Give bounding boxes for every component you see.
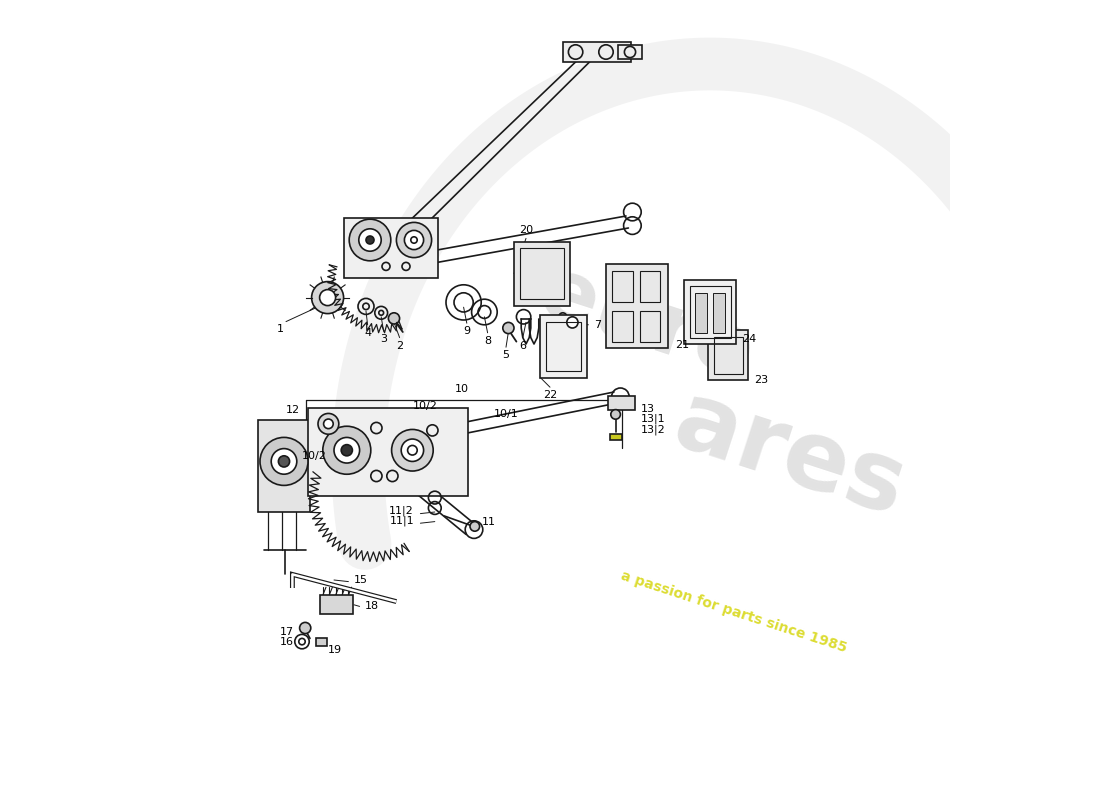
Bar (258, 420, 310, 512)
Text: 10/2: 10/2 (412, 402, 438, 411)
Bar (690, 286, 730, 338)
Circle shape (388, 313, 399, 324)
Circle shape (278, 456, 289, 467)
Text: 10/2: 10/2 (301, 451, 327, 461)
Text: 16: 16 (280, 638, 294, 647)
Circle shape (272, 449, 297, 474)
Bar (320, 595, 353, 614)
Text: 11|2: 11|2 (389, 505, 414, 516)
Circle shape (260, 438, 308, 486)
Bar (708, 330, 748, 380)
Bar (563, 42, 630, 62)
Text: 13|1: 13|1 (641, 414, 666, 425)
Text: 23: 23 (754, 375, 768, 385)
Text: 21: 21 (674, 341, 689, 350)
Bar (713, 293, 725, 333)
Text: 4: 4 (364, 328, 371, 338)
Bar (514, 242, 570, 306)
Bar (606, 264, 669, 348)
Bar (684, 280, 736, 344)
Text: 13: 13 (641, 404, 656, 414)
Bar (610, 434, 621, 440)
Bar (607, 396, 635, 410)
Circle shape (320, 290, 336, 306)
Circle shape (311, 282, 343, 314)
Text: ares: ares (663, 375, 917, 537)
Bar (639, 311, 660, 342)
Text: a passion for parts since 1985: a passion for parts since 1985 (619, 569, 849, 655)
Text: 10/1: 10/1 (494, 410, 519, 419)
Circle shape (359, 229, 382, 251)
Text: 11: 11 (482, 517, 496, 526)
Circle shape (503, 322, 514, 334)
Bar (618, 45, 642, 59)
Circle shape (396, 222, 431, 258)
Circle shape (470, 522, 480, 531)
Circle shape (392, 430, 433, 471)
Circle shape (559, 313, 566, 321)
Circle shape (402, 439, 424, 462)
Text: 11|1: 11|1 (389, 515, 414, 526)
Circle shape (334, 438, 360, 463)
Text: 24: 24 (742, 334, 757, 344)
Text: 13|2: 13|2 (641, 424, 666, 435)
Circle shape (349, 219, 390, 261)
Circle shape (322, 426, 371, 474)
Bar (639, 271, 660, 302)
Circle shape (299, 622, 311, 634)
Circle shape (366, 236, 374, 244)
Text: 5: 5 (503, 350, 509, 360)
Bar (520, 248, 563, 299)
Text: 22: 22 (543, 390, 557, 400)
Polygon shape (565, 318, 580, 348)
Bar (540, 315, 586, 378)
Text: 18: 18 (364, 602, 378, 611)
Circle shape (566, 317, 578, 328)
Text: 9: 9 (463, 326, 471, 336)
Circle shape (323, 419, 333, 429)
Bar (695, 293, 707, 333)
Circle shape (405, 230, 424, 250)
Text: 2: 2 (396, 341, 404, 350)
Circle shape (610, 410, 620, 419)
Bar (613, 271, 634, 302)
Text: 3: 3 (381, 334, 387, 344)
Bar (343, 218, 438, 278)
Text: 19: 19 (328, 645, 342, 654)
Bar (714, 337, 742, 374)
Text: 20: 20 (519, 226, 534, 235)
Text: 17: 17 (279, 627, 294, 637)
Text: 8: 8 (484, 336, 492, 346)
Text: 7: 7 (594, 320, 601, 330)
Text: 6: 6 (519, 341, 526, 350)
Circle shape (318, 414, 339, 434)
Text: 1: 1 (277, 324, 284, 334)
Text: 10: 10 (455, 384, 469, 394)
Text: euro: euro (528, 250, 764, 398)
Bar (613, 311, 634, 342)
Bar (308, 408, 469, 496)
Bar (317, 638, 327, 646)
Bar (546, 322, 581, 371)
Circle shape (341, 445, 352, 456)
Text: 15: 15 (354, 575, 368, 585)
Text: 12: 12 (286, 405, 300, 414)
